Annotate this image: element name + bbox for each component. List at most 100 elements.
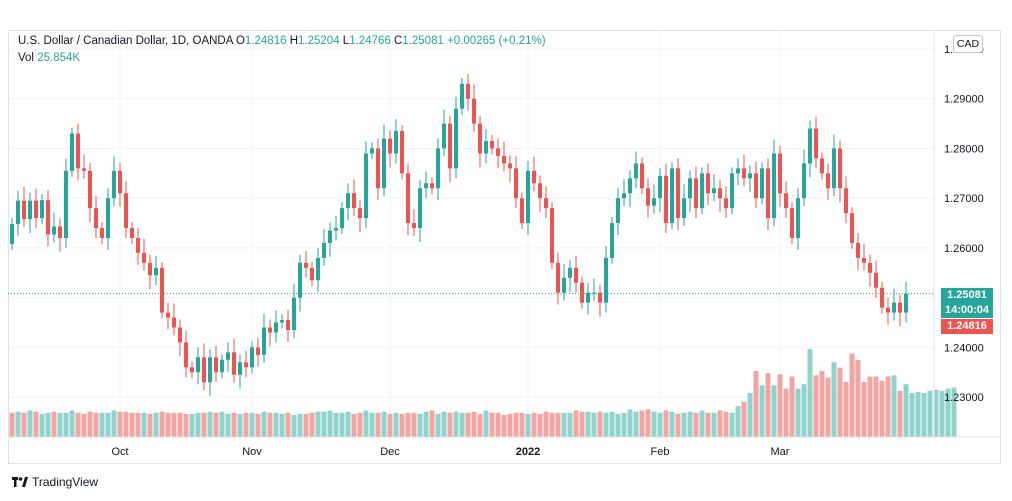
candle-up	[334, 228, 338, 231]
change-value: +0.00265 (+0.21%)	[447, 35, 546, 47]
symbol-title[interactable]: U.S. Dollar / Canadian Dollar, 1D, OANDA	[18, 35, 233, 47]
candle-down	[148, 262, 152, 276]
high-label: H	[289, 35, 299, 47]
time-axis[interactable]: Oct Nov Dec 2022 Feb Mar	[111, 446, 789, 458]
time-tick-label: Feb	[651, 446, 670, 458]
candle-up	[322, 242, 326, 258]
candle-up	[628, 178, 632, 194]
candle-up	[346, 193, 350, 209]
volume-bar	[567, 412, 573, 437]
candle-down	[790, 208, 794, 238]
volume-bar	[591, 412, 597, 437]
candle-up	[280, 320, 284, 323]
volume-bar	[927, 390, 933, 437]
volume-bar	[453, 411, 459, 437]
candle-down	[76, 133, 80, 169]
price-tick-label: 1.28000	[944, 143, 984, 155]
candle-down	[844, 188, 848, 214]
volume-bar	[711, 412, 717, 437]
currency-badge[interactable]: CAD	[953, 35, 983, 53]
candle-up	[28, 200, 32, 220]
candle-down	[514, 168, 518, 199]
candle-up	[340, 208, 344, 229]
volume-bar	[189, 413, 195, 437]
volume-bar	[105, 412, 111, 437]
candle-down	[820, 158, 824, 174]
candle-down	[778, 153, 782, 194]
candle-down	[178, 327, 182, 343]
volume-bar	[237, 413, 243, 437]
volume-bar	[633, 411, 639, 437]
candle-down	[742, 168, 746, 179]
volume-bar	[825, 377, 831, 437]
volume-bar	[285, 412, 291, 437]
volume-bar	[57, 412, 63, 437]
volume-bar	[549, 412, 555, 437]
time-tick-label: Nov	[242, 446, 262, 458]
volume-bar	[651, 411, 657, 437]
price-axis[interactable]: 1.230001.240001.250001.260001.270001.280…	[944, 44, 984, 404]
volume-bar	[729, 412, 735, 437]
grid-lines	[8, 30, 934, 437]
volume-bar	[783, 388, 789, 437]
volume-bar	[45, 412, 51, 437]
volume-bar	[21, 412, 27, 437]
volume-bar	[621, 412, 627, 437]
volume-bar	[171, 412, 177, 437]
candle-down	[124, 193, 128, 229]
candle-up	[226, 352, 230, 360]
volume-bar	[39, 413, 45, 437]
volume-bar	[411, 412, 417, 437]
volume-bar	[813, 375, 819, 437]
candle-down	[166, 312, 170, 318]
time-tick-label: Oct	[111, 446, 128, 458]
volume-label[interactable]: Vol	[18, 52, 34, 64]
volume-bar	[99, 412, 105, 437]
candle-down	[838, 148, 842, 189]
candle-up	[568, 267, 572, 278]
volume-bar	[657, 412, 663, 437]
candle-down	[58, 226, 62, 238]
candle-down	[766, 168, 770, 219]
tradingview-brand[interactable]: TradingView	[12, 475, 98, 489]
candle-down	[94, 208, 98, 229]
volume-bar	[735, 406, 741, 437]
candle-up	[658, 175, 662, 199]
volume-bar	[243, 412, 249, 437]
candle-up	[688, 178, 692, 199]
candle-down	[100, 228, 104, 238]
volume-bar	[225, 413, 231, 437]
candle-down	[598, 292, 602, 303]
candle-up	[700, 173, 704, 209]
candle-down	[496, 148, 500, 156]
candle-up	[250, 347, 254, 368]
candle-down	[676, 168, 680, 219]
candle-up	[796, 198, 800, 238]
volume-bar	[939, 390, 945, 437]
candle-down	[160, 267, 164, 313]
volume-bar	[477, 413, 483, 437]
candle-up	[832, 148, 836, 189]
volume-bar	[471, 411, 477, 437]
volume-bar	[249, 412, 255, 437]
volume-bar	[177, 412, 183, 437]
candle-down	[88, 170, 92, 209]
candle-down	[784, 193, 788, 209]
open-label: O	[235, 35, 245, 47]
volume-bar	[933, 389, 939, 437]
candle-up	[484, 141, 488, 154]
volume-bar	[885, 376, 891, 437]
candles	[10, 73, 908, 397]
candle-down	[706, 173, 710, 194]
bar-countdown: 14:00:04	[944, 304, 990, 316]
volume-bar	[597, 411, 603, 437]
volume-bar	[705, 412, 711, 437]
volume-bar	[801, 384, 807, 437]
volume-bar	[231, 412, 237, 437]
volume-bar	[861, 382, 867, 437]
volume-bar	[579, 411, 585, 437]
volume-bar	[951, 387, 957, 437]
volume-bar	[915, 391, 921, 437]
candle-up	[682, 198, 686, 219]
